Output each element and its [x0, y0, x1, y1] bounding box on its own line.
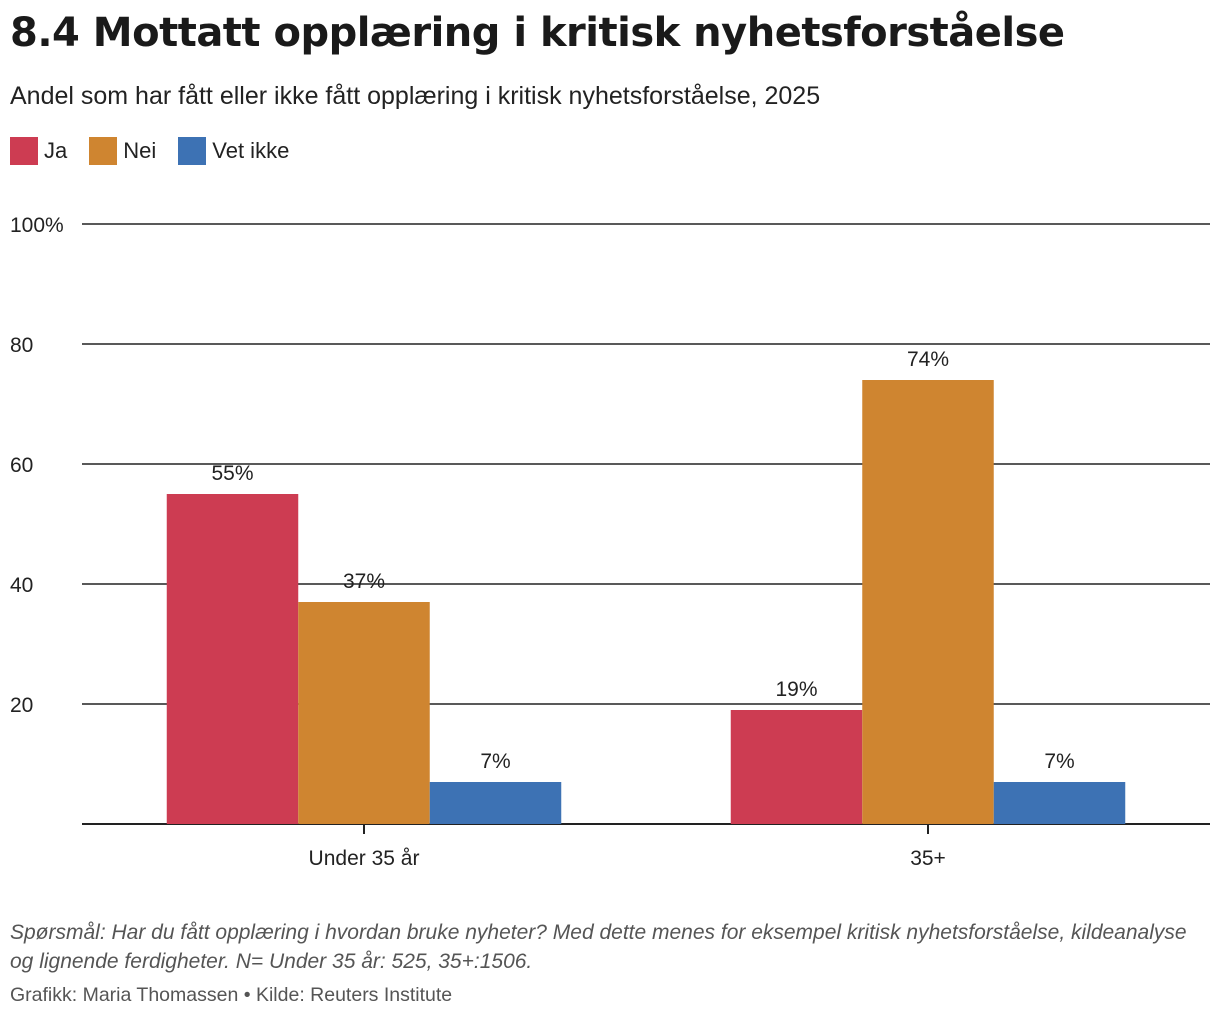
y-tick-label: 20: [10, 694, 33, 717]
data-label: 37%: [343, 570, 385, 593]
y-tick-label: 60: [10, 454, 33, 477]
chart-subtitle: Andel som har fått eller ikke fått opplæ…: [10, 82, 821, 110]
data-label: 74%: [907, 348, 949, 371]
x-tick-label: Under 35 år: [309, 847, 420, 870]
legend-label: Vet ikke: [212, 138, 290, 163]
y-tick-label: 100%: [10, 214, 64, 237]
bar: [993, 782, 1126, 824]
footnote: Spørsmål: Har du fått opplæring i hvorda…: [10, 921, 1187, 973]
legend-swatch: [89, 137, 118, 165]
y-tick-label: 80: [10, 334, 33, 357]
legend-item: Ja: [10, 137, 67, 165]
data-label: 19%: [775, 678, 817, 701]
bar: [862, 380, 994, 824]
data-label: 55%: [211, 462, 253, 485]
bar: [429, 782, 562, 824]
y-tick-label: 40: [10, 574, 33, 597]
legend-swatch: [10, 137, 38, 165]
data-label: 7%: [1044, 750, 1074, 773]
chart-title: 8.4 Mottatt opplæring i kritisk nyhetsfo…: [10, 10, 1065, 56]
bar: [730, 710, 863, 824]
credit: Grafikk: Maria Thomassen • Kilde: Reuter…: [10, 984, 453, 1006]
bar: [298, 602, 430, 824]
bar: [166, 494, 299, 824]
legend-item: Vet ikke: [178, 137, 289, 165]
legend-label: Ja: [44, 138, 68, 163]
legend-swatch: [178, 137, 207, 165]
data-label: 7%: [480, 750, 510, 773]
legend: Ja Nei Vet ikke: [10, 137, 289, 165]
bar-chart: 20 40 60 80 100% 55% 37% 7% Under 35 år 19% 74% 7% 3…: [10, 214, 1210, 870]
legend-label: Nei: [123, 138, 157, 163]
x-tick-label: 35+: [910, 847, 946, 870]
legend-item: Nei: [89, 137, 156, 165]
